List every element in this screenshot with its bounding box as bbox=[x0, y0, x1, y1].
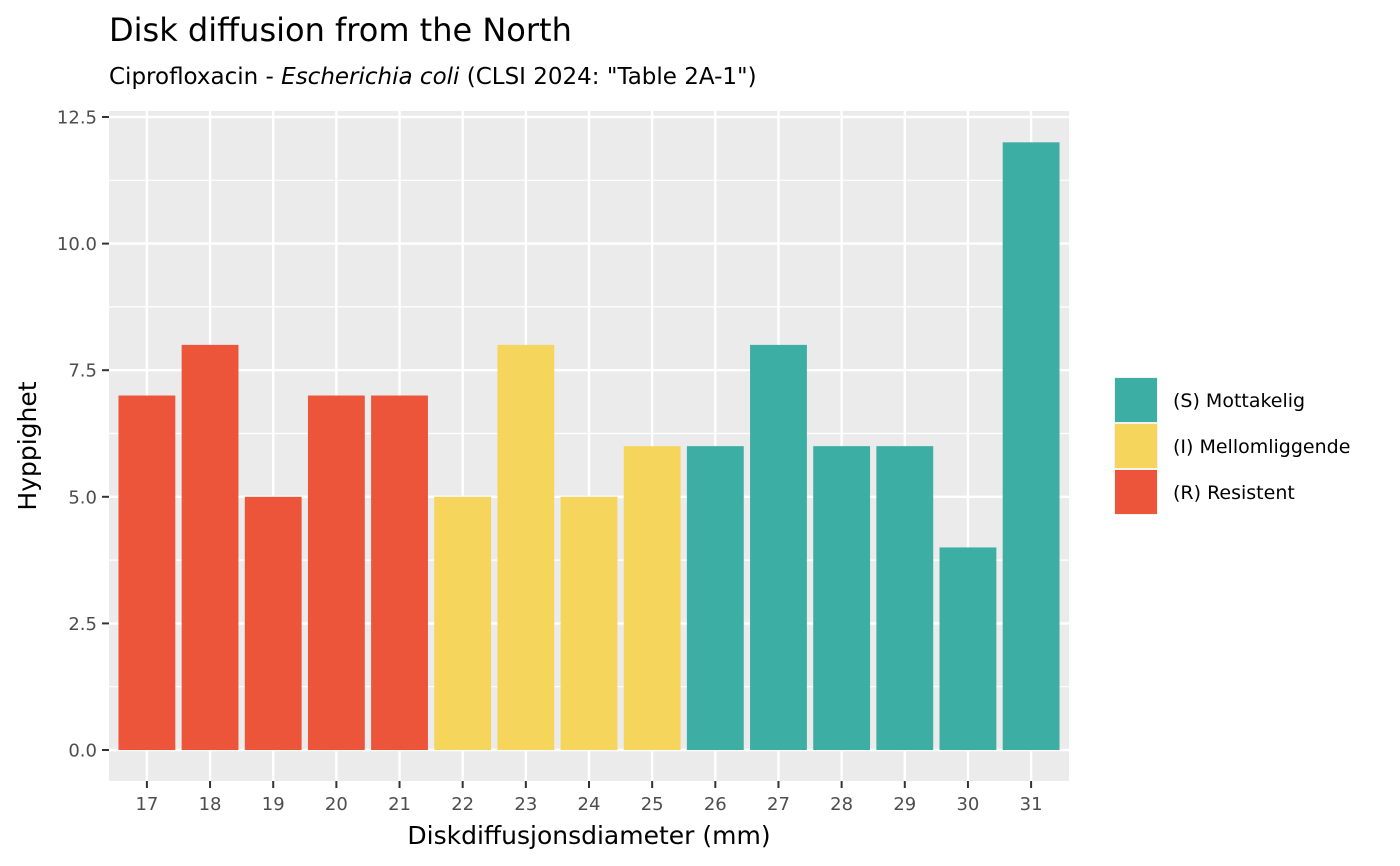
legend-swatch-S bbox=[1115, 378, 1157, 422]
legend-label-I: (I) Mellomliggende bbox=[1173, 436, 1350, 458]
subtitle-organism: Escherichia coli bbox=[281, 64, 460, 90]
bars bbox=[118, 142, 1060, 750]
legend-label-R: (R) Resistent bbox=[1173, 482, 1295, 504]
x-tick-label: 31 bbox=[1020, 794, 1043, 815]
bar-21 bbox=[371, 395, 428, 750]
x-tick-label: 18 bbox=[199, 794, 222, 815]
bar-22 bbox=[434, 496, 492, 750]
x-tick-label: 26 bbox=[704, 794, 727, 815]
chart-title: Disk diffusion from the North bbox=[109, 11, 572, 49]
x-tick-label: 17 bbox=[135, 794, 158, 815]
bar-23 bbox=[497, 344, 555, 750]
legend: (S) Mottakelig (I) Mellomliggende (R) Resi… bbox=[1114, 377, 1350, 515]
x-tick-label: 23 bbox=[514, 794, 537, 815]
subtitle-prefix: Ciprofloxacin - bbox=[109, 64, 281, 90]
bar-25 bbox=[623, 446, 681, 750]
y-tick-label: 0.0 bbox=[68, 741, 97, 762]
bar-27 bbox=[750, 344, 807, 750]
bar-26 bbox=[686, 446, 744, 750]
x-tick-label: 20 bbox=[325, 794, 348, 815]
x-tick-label: 29 bbox=[893, 794, 916, 815]
x-axis: 17 18 19 20 21 22 23 24 25 26 27 28 29 30 31 bbox=[135, 781, 1043, 815]
x-tick-label: 24 bbox=[578, 794, 601, 815]
y-axis-title: Hyppighet bbox=[13, 381, 42, 510]
y-tick-label: 5.0 bbox=[68, 487, 97, 508]
y-tick-label: 2.5 bbox=[68, 614, 97, 635]
x-tick-label: 22 bbox=[451, 794, 474, 815]
y-axis: 0.0 2.5 5.0 7.5 10.0 12.5 bbox=[57, 108, 109, 762]
bar-24 bbox=[560, 496, 618, 750]
bar-19 bbox=[244, 496, 302, 750]
x-axis-title: Diskdiffusjonsdiameter (mm) bbox=[407, 821, 770, 850]
x-tick-label: 27 bbox=[767, 794, 790, 815]
bar-30 bbox=[939, 547, 997, 750]
y-tick-label: 7.5 bbox=[68, 361, 97, 382]
chart-subtitle: Ciprofloxacin - Escherichia coli (CLSI 2… bbox=[109, 64, 757, 90]
bar-31 bbox=[1002, 142, 1060, 750]
bar-28 bbox=[813, 446, 871, 750]
legend-swatch-I bbox=[1115, 424, 1157, 468]
bar-17 bbox=[118, 395, 176, 750]
bar-20 bbox=[307, 395, 365, 750]
y-tick-label: 10.0 bbox=[57, 234, 97, 255]
y-tick-label: 12.5 bbox=[57, 108, 97, 129]
bar-18 bbox=[181, 344, 239, 750]
subtitle-suffix: (CLSI 2024: "Table 2A-1") bbox=[459, 64, 756, 90]
x-tick-label: 30 bbox=[956, 794, 979, 815]
x-tick-label: 19 bbox=[262, 794, 285, 815]
x-tick-label: 25 bbox=[641, 794, 664, 815]
legend-swatch-R bbox=[1115, 470, 1157, 514]
x-tick-label: 21 bbox=[388, 794, 411, 815]
legend-label-S: (S) Mottakelig bbox=[1173, 390, 1305, 412]
bar-29 bbox=[876, 446, 934, 750]
x-tick-label: 28 bbox=[830, 794, 853, 815]
